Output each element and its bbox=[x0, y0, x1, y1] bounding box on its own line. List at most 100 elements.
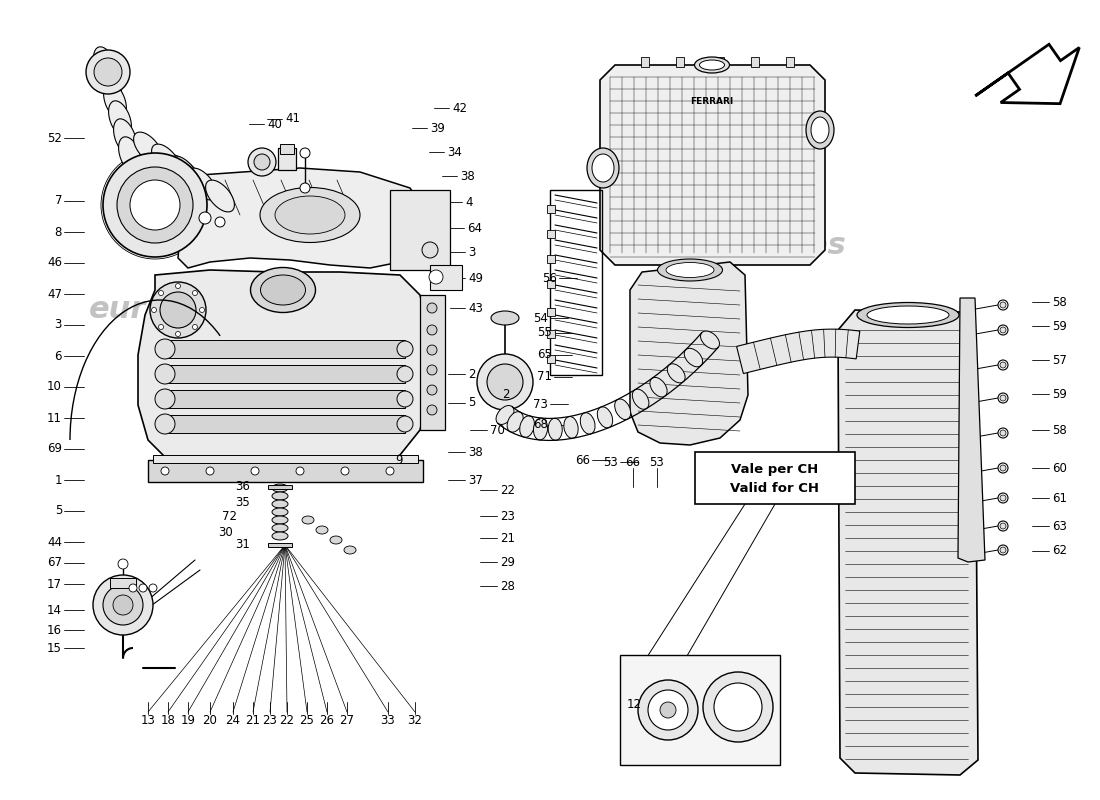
Circle shape bbox=[998, 428, 1008, 438]
Ellipse shape bbox=[272, 516, 288, 524]
Circle shape bbox=[1000, 495, 1006, 501]
Circle shape bbox=[998, 545, 1008, 555]
Ellipse shape bbox=[99, 65, 121, 101]
Text: 15: 15 bbox=[47, 642, 62, 654]
Ellipse shape bbox=[206, 180, 234, 212]
Ellipse shape bbox=[260, 187, 360, 242]
Ellipse shape bbox=[650, 378, 667, 397]
Text: 67: 67 bbox=[47, 557, 62, 570]
Text: 52: 52 bbox=[47, 131, 62, 145]
Bar bbox=[751, 57, 759, 67]
Ellipse shape bbox=[272, 524, 288, 532]
Text: 8: 8 bbox=[55, 226, 62, 238]
Circle shape bbox=[192, 290, 198, 295]
Text: 34: 34 bbox=[447, 146, 462, 158]
Ellipse shape bbox=[581, 413, 595, 434]
Text: 47: 47 bbox=[47, 287, 62, 301]
Text: 9: 9 bbox=[395, 454, 403, 466]
Text: 13: 13 bbox=[141, 714, 155, 726]
Bar bbox=[550, 190, 602, 375]
Text: 60: 60 bbox=[1052, 462, 1067, 474]
Text: 53: 53 bbox=[603, 455, 618, 469]
Circle shape bbox=[1000, 302, 1006, 308]
Bar bbox=[165, 415, 405, 433]
Circle shape bbox=[130, 180, 180, 230]
Text: 32: 32 bbox=[408, 714, 422, 726]
Bar bbox=[695, 452, 855, 504]
Circle shape bbox=[386, 467, 394, 475]
Ellipse shape bbox=[397, 391, 412, 407]
Bar bbox=[547, 308, 556, 316]
Ellipse shape bbox=[94, 47, 117, 83]
Circle shape bbox=[129, 584, 138, 592]
Circle shape bbox=[427, 365, 437, 375]
Circle shape bbox=[648, 690, 688, 730]
Text: 72: 72 bbox=[222, 510, 236, 522]
Ellipse shape bbox=[302, 516, 313, 524]
Ellipse shape bbox=[155, 389, 175, 409]
Ellipse shape bbox=[155, 339, 175, 359]
Text: 18: 18 bbox=[161, 714, 175, 726]
Ellipse shape bbox=[700, 60, 725, 70]
Text: eurospares: eurospares bbox=[89, 295, 282, 325]
Ellipse shape bbox=[272, 492, 288, 500]
Circle shape bbox=[477, 354, 534, 410]
Bar bbox=[620, 655, 780, 765]
Text: 25: 25 bbox=[299, 714, 315, 726]
Polygon shape bbox=[976, 44, 1079, 104]
Circle shape bbox=[998, 463, 1008, 473]
Circle shape bbox=[487, 364, 522, 400]
Circle shape bbox=[103, 153, 207, 257]
Text: 66: 66 bbox=[575, 454, 590, 466]
Text: 14: 14 bbox=[47, 603, 62, 617]
Bar bbox=[268, 543, 292, 547]
Text: 55: 55 bbox=[537, 326, 552, 339]
Text: FERRARI: FERRARI bbox=[691, 98, 734, 106]
Circle shape bbox=[427, 345, 437, 355]
Text: 4: 4 bbox=[465, 195, 473, 209]
Circle shape bbox=[1000, 430, 1006, 436]
Circle shape bbox=[427, 303, 437, 313]
Ellipse shape bbox=[592, 154, 614, 182]
Text: 73: 73 bbox=[534, 398, 548, 410]
Text: 56: 56 bbox=[542, 271, 557, 285]
Bar bbox=[390, 190, 450, 270]
Ellipse shape bbox=[397, 366, 412, 382]
Text: 29: 29 bbox=[500, 555, 515, 569]
Text: 69: 69 bbox=[47, 442, 62, 455]
Circle shape bbox=[139, 584, 147, 592]
Bar bbox=[547, 355, 556, 363]
Circle shape bbox=[300, 148, 310, 158]
Ellipse shape bbox=[701, 331, 719, 349]
Circle shape bbox=[1000, 362, 1006, 368]
Text: 42: 42 bbox=[452, 102, 468, 114]
Circle shape bbox=[214, 217, 225, 227]
Text: 17: 17 bbox=[47, 578, 62, 590]
Polygon shape bbox=[630, 262, 748, 445]
Circle shape bbox=[300, 183, 310, 193]
Polygon shape bbox=[138, 270, 428, 480]
Circle shape bbox=[192, 325, 198, 330]
Ellipse shape bbox=[251, 267, 316, 313]
Text: 44: 44 bbox=[47, 535, 62, 549]
Bar bbox=[148, 460, 424, 482]
Text: 41: 41 bbox=[285, 113, 300, 126]
Bar bbox=[420, 295, 446, 430]
Circle shape bbox=[148, 584, 157, 592]
Text: 31: 31 bbox=[235, 538, 250, 551]
Polygon shape bbox=[958, 298, 984, 562]
Circle shape bbox=[341, 467, 349, 475]
Bar bbox=[641, 57, 649, 67]
Circle shape bbox=[1000, 465, 1006, 471]
Ellipse shape bbox=[155, 414, 175, 434]
Ellipse shape bbox=[857, 302, 959, 327]
Ellipse shape bbox=[119, 137, 142, 173]
Text: 53: 53 bbox=[650, 455, 664, 469]
Circle shape bbox=[427, 385, 437, 395]
Bar bbox=[153, 455, 418, 463]
Polygon shape bbox=[737, 329, 860, 374]
Circle shape bbox=[427, 405, 437, 415]
Ellipse shape bbox=[867, 306, 949, 324]
Bar bbox=[547, 230, 556, 238]
Text: 59: 59 bbox=[1052, 319, 1067, 333]
